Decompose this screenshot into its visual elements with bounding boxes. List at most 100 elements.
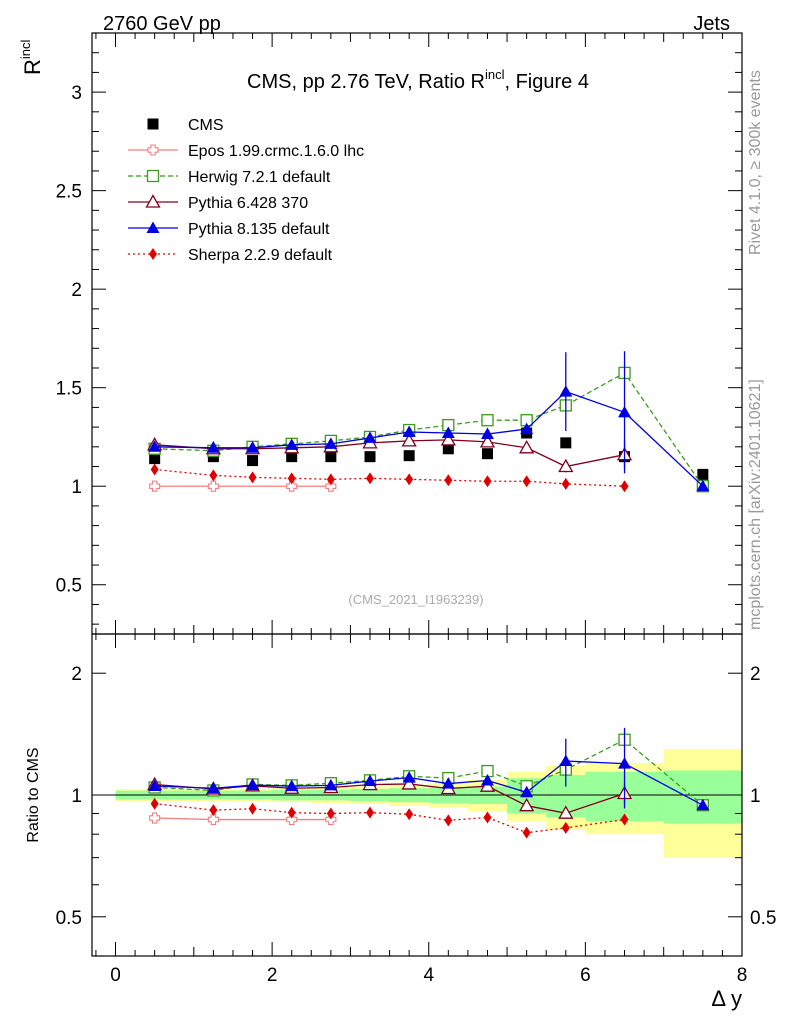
ratio-y-tick-label: 0.5 [56, 908, 82, 929]
point-sherpa-2-2-9-default [366, 472, 375, 485]
point-pythia-8-135-default [402, 425, 416, 438]
ratio-point-epos-1-99-crmc-1-6-0-lhc [207, 814, 219, 826]
point-sherpa-2-2-9-default [150, 463, 159, 476]
point-pythia-8-135-default [441, 426, 455, 439]
legend-label-pythia-8-135-default: Pythia 8.135 default [188, 221, 330, 238]
band-stat [663, 770, 742, 824]
legend-marker-pythia-8-135-default [146, 221, 160, 233]
point-pythia-8-135-default [618, 405, 632, 418]
series-line-sherpa-2-2-9-default [154, 468, 625, 487]
point-sherpa-2-2-9-default [522, 475, 531, 488]
point-epos-1-99-crmc-1-6-0-lhc [207, 480, 219, 492]
ratio-y-tick-label: 2 [71, 664, 82, 685]
ratio-point-pythia-6-428-370 [558, 805, 574, 819]
point-cms [286, 451, 298, 463]
point-pythia-6-428-370 [519, 439, 535, 454]
ratio-point-sherpa-2-2-9-default [248, 802, 257, 815]
legend-label-herwig-7-2-1-default: Herwig 7.2.1 default [188, 169, 331, 186]
y-tick-label: 3 [71, 83, 82, 104]
point-herwig-7-2-1-default [481, 414, 494, 427]
y-tick-label: 0.5 [56, 576, 82, 597]
x-tick-label: 2 [267, 965, 278, 986]
ratio-line-pythia-6-428-370 [154, 783, 625, 814]
point-cms [442, 443, 454, 455]
legend-marker-herwig-7-2-1-default [146, 169, 160, 183]
legend-marker-epos-1-99-crmc-1-6-0-lhc [147, 144, 159, 156]
ratio-point-pythia-8-135-default [618, 757, 632, 769]
point-cms [481, 448, 493, 460]
point-pythia-8-135-default [324, 437, 338, 449]
point-sherpa-2-2-9-default [287, 472, 296, 485]
x-tick-label: 0 [110, 965, 121, 986]
series-line-pythia-6-428-370 [154, 439, 625, 468]
x-tick-label: 6 [580, 965, 591, 986]
point-sherpa-2-2-9-default [561, 477, 570, 490]
point-cms [325, 451, 337, 463]
point-pythia-8-135-default [480, 427, 494, 439]
ratio-point-pythia-8-135-default [559, 754, 573, 767]
ratio-y-tick-label-right: 1 [750, 786, 761, 807]
point-epos-1-99-crmc-1-6-0-lhc [149, 480, 161, 492]
analysis-id: (CMS_2021_I1963239) [348, 592, 483, 607]
ratio-point-sherpa-2-2-9-default [405, 808, 414, 821]
ratio-point-pythia-8-135-default [148, 779, 162, 791]
y-tick-label: 1 [71, 477, 82, 498]
ratio-point-sherpa-2-2-9-default [209, 804, 218, 817]
point-sherpa-2-2-9-default [444, 474, 453, 487]
ratio-point-pythia-8-135-default [246, 778, 260, 791]
point-epos-1-99-crmc-1-6-0-lhc [286, 480, 298, 492]
rivet-label: Rivet 4.1.0, ≥ 300k events [747, 70, 764, 255]
y-tick-label: 1.5 [56, 379, 82, 400]
ratio-panel-series [147, 727, 710, 839]
point-sherpa-2-2-9-default [405, 473, 414, 486]
point-sherpa-2-2-9-default [326, 473, 335, 486]
header-right: Jets [693, 13, 730, 35]
axes: 0 2 4 6 8 0.5 1 1.5 2 2.5 3 0.5 0.5 1 1 2 2 [56, 32, 776, 986]
point-pythia-8-135-default [206, 441, 220, 453]
ratio-point-sherpa-2-2-9-default [366, 806, 375, 819]
ratio-point-epos-1-99-crmc-1-6-0-lhc [325, 814, 337, 826]
ratio-y-tick-label: 1 [71, 786, 82, 807]
legend-label-cms: CMS [188, 117, 224, 134]
point-cms [403, 450, 415, 462]
point-pythia-6-428-370 [401, 433, 417, 447]
point-pythia-6-428-370 [479, 434, 496, 448]
ratio-y-tick-label-right: 2 [750, 664, 761, 685]
y-tick-label: 2.5 [56, 182, 82, 203]
ratio-point-sherpa-2-2-9-default [483, 811, 492, 824]
series-line-pythia-8-135-default [154, 390, 704, 487]
legend-marker-pythia-6-428-370 [145, 194, 161, 208]
point-pythia-8-135-default [559, 385, 573, 397]
ratio-point-pythia-8-135-default [324, 778, 338, 791]
point-sherpa-2-2-9-default [483, 475, 492, 488]
x-tick-label: 8 [737, 965, 748, 986]
point-pythia-8-135-default [696, 479, 710, 492]
legend-marker-cms [147, 118, 159, 130]
ratio-point-pythia-8-135-default [696, 798, 710, 811]
ratio-uncertainty-bands [115, 748, 742, 858]
point-sherpa-2-2-9-default [620, 480, 629, 493]
series-line-herwig-7-2-1-default [154, 372, 704, 487]
y-tick-label: 2 [71, 280, 82, 301]
point-epos-1-99-crmc-1-6-0-lhc [325, 480, 337, 492]
point-cms [149, 453, 161, 465]
ratio-point-pythia-8-135-default [285, 779, 299, 792]
mcplots-label: mcplots.cern.ch [arXiv:2401.10621] [747, 379, 764, 630]
x-axis-label: Δ y [711, 986, 742, 1011]
point-pythia-8-135-default [148, 440, 162, 452]
ratio-point-epos-1-99-crmc-1-6-0-lhc [286, 814, 298, 826]
ratio-point-pythia-8-135-default [402, 771, 416, 783]
point-pythia-6-428-370 [558, 458, 574, 473]
legend-label-sherpa-2-2-9-default: Sherpa 2.2.9 default [188, 247, 333, 264]
ratio-y-axis-label: Ratio to CMS [25, 747, 42, 842]
point-cms [697, 468, 709, 480]
point-sherpa-2-2-9-default [248, 471, 257, 484]
ratio-point-sherpa-2-2-9-default [561, 821, 570, 834]
ratio-point-epos-1-99-crmc-1-6-0-lhc [149, 812, 161, 824]
ratio-point-pythia-8-135-default [441, 777, 455, 789]
chart-title: CMS, pp 2.76 TeV, Ratio Rincl, Figure 4 [247, 67, 589, 93]
ratio-point-sherpa-2-2-9-default [287, 806, 296, 819]
point-pythia-6-428-370 [440, 432, 456, 446]
ratio-point-sherpa-2-2-9-default [150, 797, 159, 810]
